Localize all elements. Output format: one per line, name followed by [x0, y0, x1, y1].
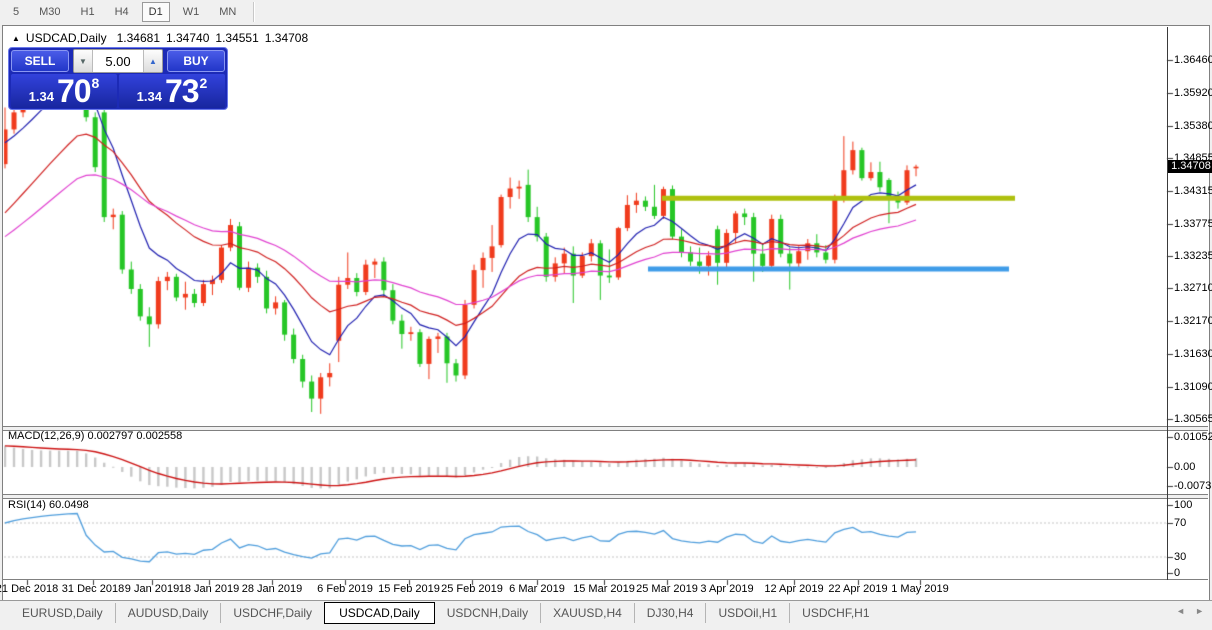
chart-title: ▲ USDCAD,Daily 1.34681 1.34740 1.34551 1… [12, 31, 314, 45]
date-axis-label: 28 Jan 2019 [241, 583, 303, 595]
macd-label: MACD(12,26,9) 0.002797 0.002558 [8, 430, 183, 442]
date-axis-label: 31 Dec 2018 [61, 583, 125, 595]
chart-tab-usdchfh1[interactable]: USDCHF,H1 [789, 602, 881, 623]
sell-button[interactable]: SELL [11, 50, 69, 72]
volume-input[interactable]: 5.00 [93, 50, 143, 72]
rsi-label: RSI(14) 60.0498 [8, 499, 89, 511]
rsi-panel-separator[interactable] [3, 494, 1208, 499]
toolbar-separator [253, 2, 256, 22]
chart-tab-bar: EURUSD,Daily AUDUSD,Daily USDCHF,Daily USDC… [0, 600, 1212, 630]
price-axis-label: 1.35920 [1174, 86, 1212, 99]
price-axis-label: 1.33775 [1174, 217, 1212, 230]
current-price-tag: 1.34708 [1168, 160, 1212, 173]
price-axis-label: 1.31630 [1174, 348, 1212, 361]
date-axis-label: 15 Mar 2019 [573, 583, 635, 595]
date-axis-label: 6 Mar 2019 [509, 583, 565, 595]
buy-price-big: 73 [164, 73, 200, 109]
macd-axis-label: -0.0073 [1174, 480, 1212, 492]
timeframe-button-w1[interactable]: W1 [182, 6, 200, 18]
symbol-title: USDCAD,Daily [25, 31, 107, 45]
macd-panel-separator[interactable] [3, 426, 1208, 431]
chart-tab-usdcnhdaily[interactable]: USDCNH,Daily [446, 605, 529, 620]
buy-price-prefix: 1.34 [136, 88, 162, 104]
date-axis-label: 3 Apr 2019 [700, 583, 754, 595]
price-axis-label: 1.31090 [1174, 381, 1212, 394]
volume-decrease-icon[interactable]: ▼ [74, 50, 93, 72]
volume-increase-icon[interactable]: ▲ [143, 50, 162, 72]
date-axis-label: 21 Dec 2018 [0, 583, 59, 595]
chart-tab-xauusdh4[interactable]: XAUUSD,H4 [540, 602, 634, 623]
price-axis-label: 1.32710 [1174, 282, 1212, 295]
rsi-axis-label: 0 [1174, 567, 1181, 579]
rsi-axis-label: 30 [1174, 551, 1187, 563]
tab-scroll-left-icon[interactable]: ◄ [1176, 606, 1186, 616]
ohlc-low: 1.34551 [215, 31, 259, 45]
chart-tab-usdcaddaily[interactable]: USDCAD,Daily [324, 601, 435, 624]
price-axis-line [1167, 27, 1168, 580]
date-axis-label: 25 Feb 2019 [441, 583, 503, 595]
price-axis-label: 1.35380 [1174, 119, 1212, 132]
one-click-trading-panel: SELL ▼ 5.00 ▲ BUY 1.34 70 8 1.34 73 2 [8, 47, 228, 110]
price-axis-label: 1.33235 [1174, 250, 1212, 263]
ohlc-open: 1.34681 [116, 31, 160, 45]
timeframe-button-mn[interactable]: MN [219, 6, 237, 18]
price-axis-label: 1.30565 [1174, 413, 1212, 425]
ohlc-high: 1.34740 [166, 31, 210, 45]
ohlc-close: 1.34708 [264, 31, 309, 45]
timeframe-button-m30[interactable]: M30 [39, 6, 61, 18]
sell-price-big: 70 [56, 73, 92, 109]
chart-tab-dj30h4[interactable]: DJ30,H4 [633, 602, 706, 623]
volume-stepper: ▼ 5.00 ▲ [73, 49, 163, 73]
tab-scroll-right-icon[interactable]: ► [1195, 606, 1204, 616]
rsi-axis-label: 100 [1174, 499, 1193, 511]
chart-tab-usdoilh1[interactable]: USDOil,H1 [705, 602, 789, 623]
date-axis-label: 18 Jan 2019 [178, 583, 240, 595]
date-axis-label: 1 May 2019 [891, 583, 949, 595]
chart-tab-audusddaily[interactable]: AUDUSD,Daily [114, 602, 221, 623]
sell-price-box[interactable]: 1.34 70 8 [11, 74, 117, 108]
date-axis-label: 15 Feb 2019 [378, 583, 440, 595]
timeframe-button-h1[interactable]: H1 [80, 6, 95, 18]
tab-scroll-controls: ◄ ► [1176, 606, 1204, 616]
price-axis-label: 1.36460 [1174, 54, 1212, 66]
date-axis-separator [3, 579, 1208, 580]
timeframe-toolbar: 5 M30 H1 H4 D1 W1 MN [0, 0, 1212, 24]
rsi-axis-label: 70 [1174, 517, 1187, 529]
chart-tab-usdchfdaily[interactable]: USDCHF,Daily [220, 602, 324, 623]
timeframe-button-h4[interactable]: H4 [114, 6, 129, 18]
date-axis-label: 22 Apr 2019 [828, 583, 888, 595]
macd-axis-label: 0.00 [1174, 461, 1196, 473]
price-axis-label: 1.34315 [1174, 184, 1212, 197]
buy-button[interactable]: BUY [167, 50, 225, 72]
macd-axis-label: 0.010525 [1174, 431, 1212, 443]
date-axis-label: 6 Feb 2019 [317, 583, 373, 595]
sell-price-pip: 8 [91, 75, 100, 91]
collapse-panel-icon[interactable]: ▲ [12, 33, 20, 43]
timeframe-button-5[interactable]: 5 [13, 6, 20, 18]
buy-price-box[interactable]: 1.34 73 2 [119, 74, 225, 108]
date-axis-label: 12 Apr 2019 [764, 583, 824, 595]
date-axis-label: 25 Mar 2019 [636, 583, 698, 595]
price-axis-label: 1.32170 [1174, 315, 1212, 328]
chart-tab-eurusddaily[interactable]: EURUSD,Daily [22, 605, 103, 620]
sell-price-prefix: 1.34 [28, 88, 54, 104]
buy-price-pip: 2 [199, 75, 208, 91]
timeframe-button-d1[interactable]: D1 [141, 2, 170, 22]
date-axis-label: 9 Jan 2019 [124, 583, 180, 595]
